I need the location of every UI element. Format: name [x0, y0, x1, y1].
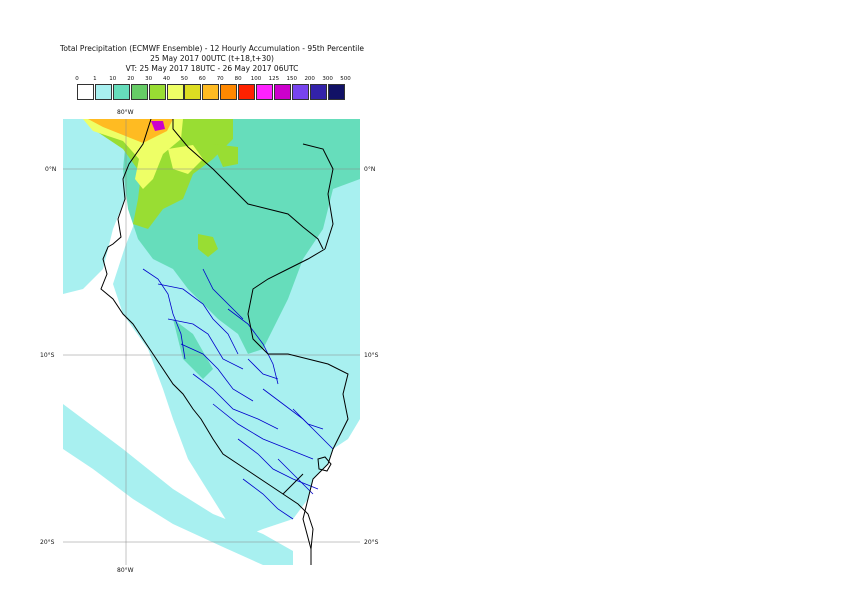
precipitation-legend: 0 1 10 20 30 40 50 60 70 80 100 125 150 200 300 500 [75, 76, 351, 102]
legend-threshold-label: 40 [163, 76, 170, 82]
legend-color-box [130, 84, 148, 100]
title-line-2: 25 May 2017 00UTC (t+18,t+30) [150, 54, 274, 63]
extreme-rain-spot [151, 121, 165, 131]
legend-threshold-label: 300 [322, 76, 333, 82]
very-heavy-rain-core [88, 119, 173, 143]
coastline [100, 119, 314, 565]
legend-threshold-label: 70 [216, 76, 224, 82]
legend-color-box [202, 84, 220, 100]
lat-10s-label-right: 10°S [364, 352, 379, 359]
ecuador-border [172, 119, 324, 250]
graticule [63, 119, 360, 565]
moderate-rain-patch-east [198, 234, 218, 257]
heavy-rain-core [83, 119, 183, 189]
legend-threshold-label: 60 [198, 76, 206, 82]
lat-20s-label-left: 20°S [40, 539, 55, 546]
lat-10s-label-left: 10°S [40, 352, 55, 359]
legend-threshold-label: 500 [340, 76, 351, 82]
lake-titicaca [317, 456, 332, 472]
legend-threshold-label: 30 [145, 76, 153, 82]
legend-color-box [309, 84, 327, 100]
legend-color-box [256, 84, 273, 100]
legend-threshold-label: 10 [109, 76, 117, 82]
legend-threshold-label: 100 [250, 76, 262, 82]
legend-threshold-label: 200 [304, 76, 315, 82]
title-line-3: VT: 25 May 2017 18UTC - 26 May 2017 06UT… [125, 64, 299, 73]
moderate-rain-patch-ne [213, 144, 238, 167]
lon-label-top: 80°W [117, 109, 134, 116]
lat-20s-label-right: 20°S [364, 539, 379, 546]
legend-color-box [94, 84, 112, 100]
legend-threshold-label: 80 [234, 76, 242, 82]
admin-borders [142, 268, 334, 520]
colombia-border [302, 143, 334, 250]
lat-0-label-left: 0°N [45, 166, 57, 173]
brazil-border [247, 248, 349, 550]
legend-threshold-label: 0 [75, 76, 79, 82]
ocean-rain-band-southwest [73, 419, 133, 474]
coastlines-and-borders [100, 119, 349, 565]
legend-color-box [327, 84, 345, 100]
legend-color-box [148, 84, 166, 100]
legend-color-box [291, 84, 309, 100]
lon-label-bottom: 80°W [117, 567, 134, 574]
legend-color-box [238, 84, 256, 100]
legend-threshold-label: 125 [268, 76, 280, 82]
legend-threshold-label: 1 [93, 76, 97, 82]
lat-0-label-right: 0°N [364, 166, 376, 173]
legend-color-box [220, 84, 238, 100]
precipitation-map [63, 119, 360, 565]
legend-color-box [77, 84, 94, 100]
legend-threshold-label: 150 [286, 76, 298, 82]
legend-threshold-label: 50 [180, 76, 188, 82]
title-line-1: Total Precipitation (ECMWF Ensemble) - 1… [60, 44, 364, 53]
heavier-rain-patch-south [173, 319, 213, 379]
legend-threshold-label: 20 [127, 76, 135, 82]
legend-color-box [273, 84, 291, 100]
legend-color-box [184, 84, 202, 100]
legend-color-box [166, 84, 184, 100]
legend-color-box [112, 84, 130, 100]
chile-border [282, 473, 304, 495]
